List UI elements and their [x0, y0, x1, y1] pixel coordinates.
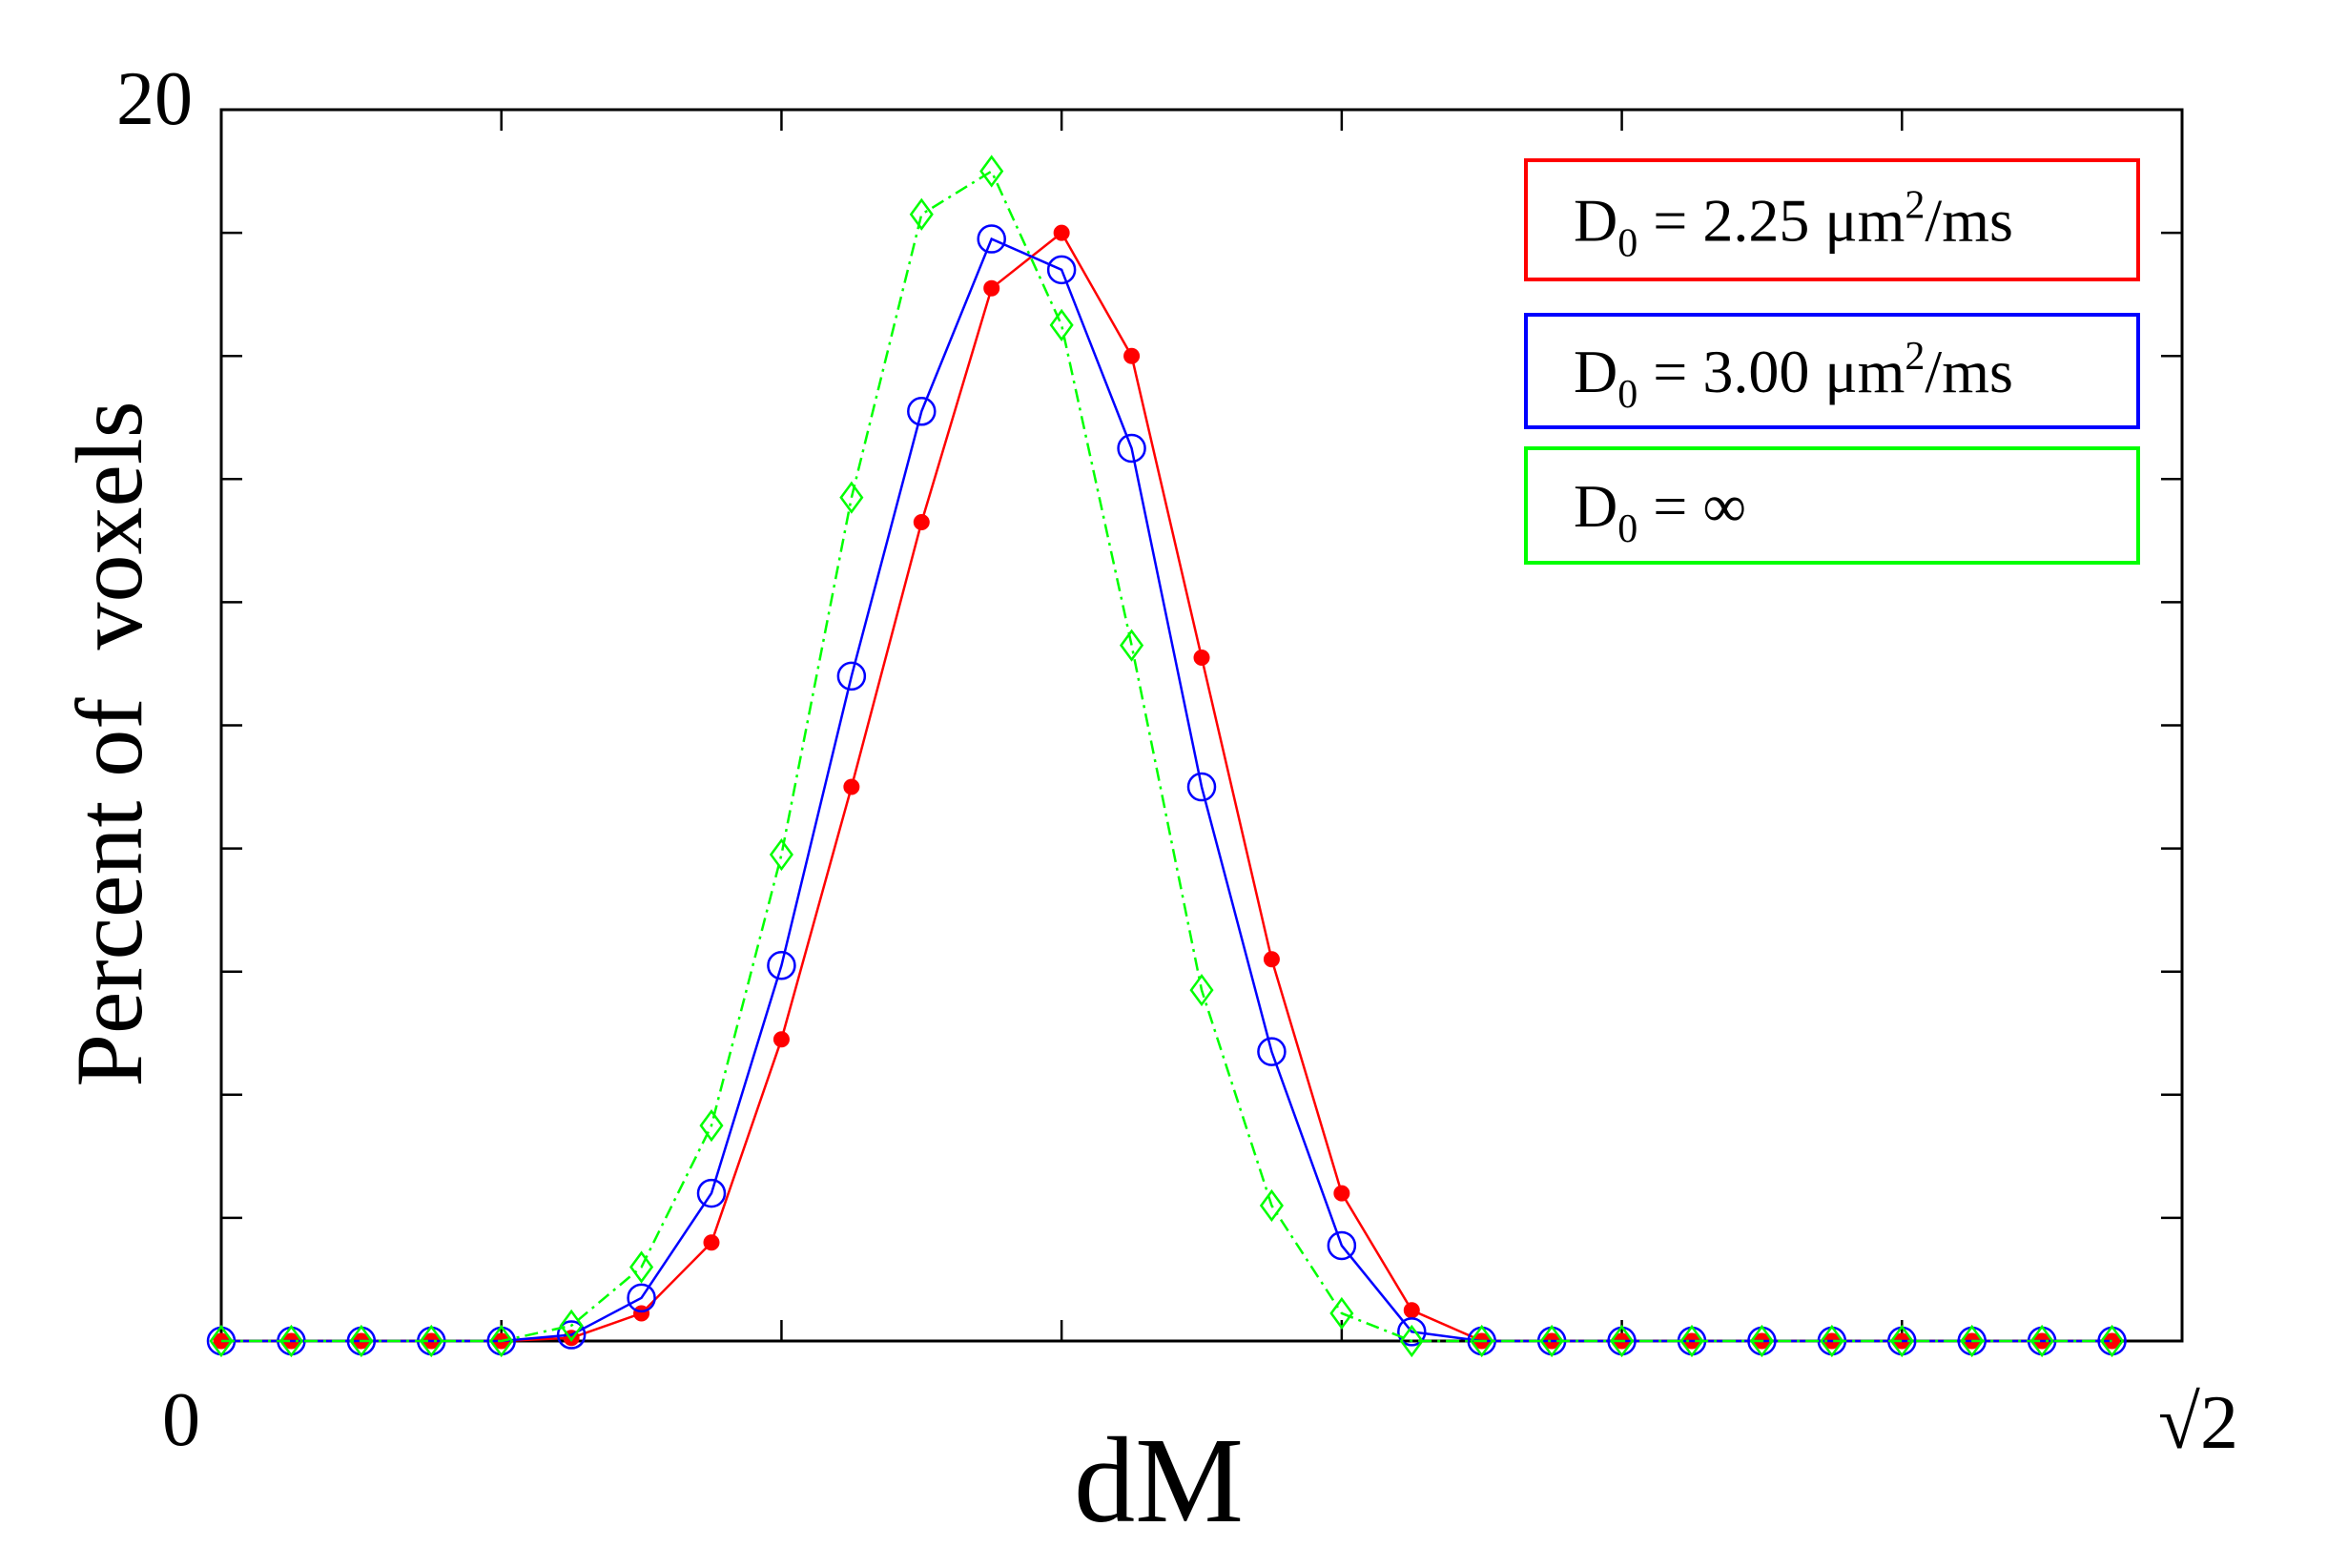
- series-1-point: [1123, 347, 1141, 364]
- series-3-point: [419, 1324, 443, 1358]
- series-1-point: [983, 279, 1000, 297]
- legend-tail: /ms: [1925, 338, 2012, 405]
- series-3-point: [1329, 1296, 1354, 1331]
- series-3-point: [559, 1309, 584, 1342]
- legend-middle: = ∞: [1637, 472, 1746, 540]
- series-1-point: [1263, 951, 1280, 968]
- series-2-point: [1046, 255, 1077, 285]
- legend-subscript: 0: [1617, 222, 1637, 266]
- legend-box: [1524, 158, 2140, 281]
- legend-superscript: 2: [1905, 184, 1925, 228]
- series-2-point: [767, 950, 796, 980]
- plot-border: [219, 108, 2184, 1343]
- legend-base: D: [1574, 472, 1617, 540]
- series-1-point: [633, 1305, 650, 1322]
- series-3-point: [2100, 1324, 2125, 1358]
- legend-superscript: 2: [1905, 335, 1925, 379]
- y-axis-label: Percent of voxels: [56, 401, 162, 1086]
- series-3-point: [1049, 308, 1074, 342]
- legend-middle: = 2.25 μm: [1637, 187, 1905, 255]
- series-3-point: [2029, 1324, 2054, 1358]
- series-1-point: [1193, 649, 1210, 666]
- series-2-point: [627, 1283, 656, 1313]
- x-tick-label-max: √2: [2158, 1381, 2238, 1465]
- plot-frame: [219, 108, 2184, 1343]
- series-1-point: [1053, 224, 1070, 241]
- series-2-point: [696, 1178, 727, 1208]
- series-2-point: [1397, 1317, 1427, 1347]
- series-3-point: [1470, 1324, 1494, 1358]
- series-3-point: [1399, 1324, 1424, 1358]
- legend-middle: = 3.00 μm: [1637, 338, 1905, 405]
- series-2-point: [556, 1320, 587, 1350]
- legend-base: D: [1574, 338, 1617, 405]
- series-3-point: [1120, 629, 1144, 662]
- legend-entry-3: D0 = ∞: [1524, 446, 2140, 565]
- series-3-point: [1820, 1324, 1844, 1358]
- legend-label: D0 = 2.25 μm2/ms: [1574, 184, 2013, 266]
- series-1-point: [703, 1234, 720, 1251]
- series-3-point: [979, 155, 1004, 188]
- legend-label: D0 = 3.00 μm2/ms: [1574, 335, 2013, 417]
- series-3-point: [489, 1324, 514, 1358]
- series-3-point: [1259, 1188, 1284, 1223]
- legend-entry-1: D0 = 2.25 μm2/ms: [1524, 158, 2140, 281]
- legend-box: [1524, 446, 2140, 565]
- legend-base: D: [1574, 187, 1617, 255]
- series-3-point: [769, 837, 793, 872]
- series-2-point: [1186, 772, 1217, 802]
- series-3-point: [629, 1250, 654, 1284]
- series-3-point: [699, 1108, 724, 1143]
- legend-label: D0 = ∞: [1574, 472, 1746, 551]
- series-3-point: [1539, 1324, 1564, 1358]
- series-1-point: [1333, 1185, 1350, 1202]
- series-3-point: [1189, 973, 1214, 1007]
- series-2-point: [1327, 1230, 1357, 1261]
- series-3-line: [221, 169, 2112, 1343]
- series-1-point: [1403, 1302, 1420, 1319]
- series-3: [209, 155, 2125, 1358]
- x-axis-label: dM: [1074, 1413, 1244, 1548]
- legend-entry-2: D0 = 3.00 μm2/ms: [1524, 313, 2140, 429]
- series-3-point: [1610, 1324, 1635, 1358]
- series-3-point: [1679, 1324, 1704, 1358]
- legend-subscript: 0: [1617, 507, 1637, 551]
- series-2-point: [977, 224, 1006, 254]
- axis-ticks: [221, 110, 2182, 1341]
- y-tick-label-max: 20: [116, 57, 193, 141]
- series-1-point: [772, 1031, 790, 1048]
- series-3-point: [1889, 1324, 1914, 1358]
- legend-tail: /ms: [1925, 187, 2012, 255]
- series-3-point: [839, 481, 864, 514]
- legend-subscript: 0: [1617, 373, 1637, 417]
- series-3-point: [278, 1324, 303, 1358]
- series-1-point: [913, 513, 930, 530]
- series-1-point: [843, 778, 860, 795]
- series-3-point: [209, 1324, 234, 1358]
- series-2-point: [836, 661, 867, 691]
- series-3-point: [1749, 1324, 1774, 1358]
- x-tick-label-min: 0: [162, 1378, 200, 1462]
- series-3-point: [909, 197, 934, 231]
- series-3-point: [1960, 1324, 1985, 1358]
- series-group: [206, 155, 2127, 1358]
- series-3-point: [349, 1324, 374, 1358]
- legend-box: [1524, 313, 2140, 429]
- series-2-point: [1257, 1037, 1287, 1066]
- series-2-point: [1117, 433, 1146, 464]
- series-2-point: [907, 397, 937, 426]
